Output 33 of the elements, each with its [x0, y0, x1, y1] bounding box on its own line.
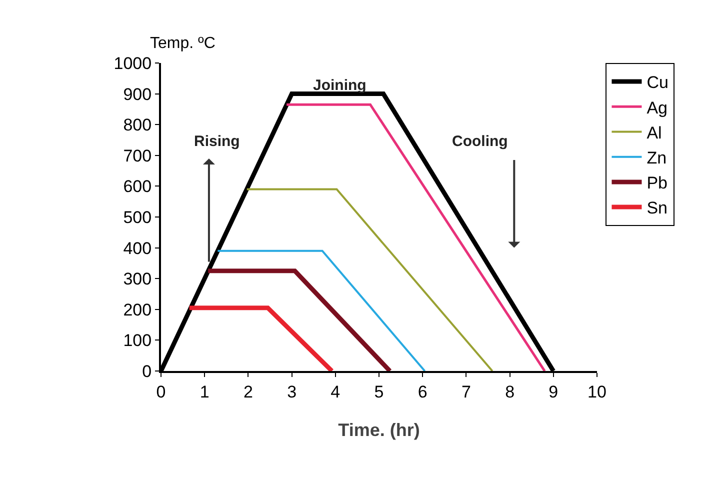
y-tick-label: 400	[123, 238, 152, 258]
legend-label: Sn	[646, 198, 668, 218]
y-tick-label: 200	[123, 300, 152, 320]
y-tick-label: 600	[123, 177, 152, 196]
x-tick-label: 3	[287, 382, 297, 402]
y-axis-title: Temp. ºC	[150, 35, 216, 52]
y-tick-label: 1000	[114, 54, 152, 73]
x-tick-label: 10	[588, 382, 606, 402]
y-tick-label: 700	[123, 146, 152, 166]
annotation: Rising	[194, 133, 240, 150]
y-tick-label: 0	[142, 362, 152, 381]
x-tick-label: 9	[548, 382, 558, 402]
y-tick-label: 900	[123, 84, 152, 104]
x-axis-title: Time. (hr)	[338, 420, 420, 440]
legend-label: Cu	[646, 73, 668, 92]
y-tick-label: 100	[123, 331, 152, 350]
legend-label: Ag	[646, 98, 668, 118]
x-tick-label: 2	[243, 382, 253, 402]
y-tick-label: 500	[123, 208, 152, 227]
legend-label: Pb	[646, 174, 668, 193]
x-tick-label: 5	[374, 382, 384, 402]
annotation: Cooling	[452, 133, 508, 150]
annotation: Joining	[313, 77, 366, 94]
legend-label: Zn	[646, 148, 667, 168]
y-tick-label: 300	[123, 270, 152, 289]
x-tick-label: 7	[461, 382, 471, 402]
x-tick-label: 8	[505, 382, 515, 402]
x-tick-label: 1	[200, 382, 210, 402]
legend-label: Al	[646, 123, 662, 142]
y-tick-label: 800	[123, 116, 152, 135]
x-tick-label: 0	[156, 382, 166, 402]
x-tick-label: 4	[330, 382, 340, 402]
x-tick-label: 6	[418, 382, 428, 402]
